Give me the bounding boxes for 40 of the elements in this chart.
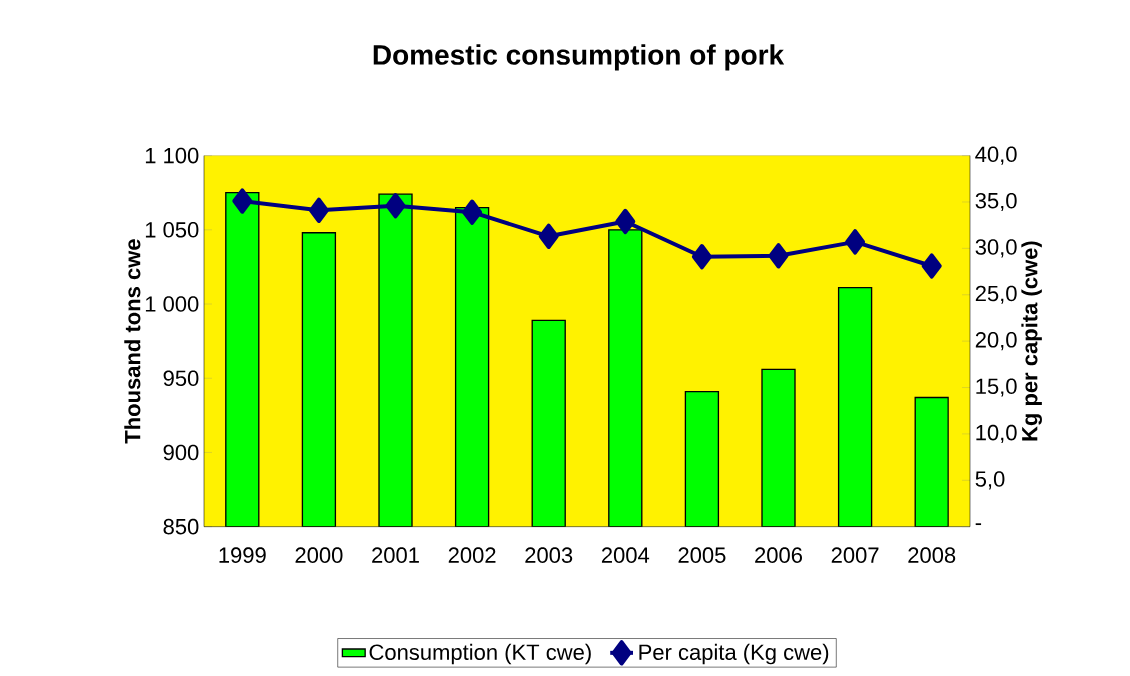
point (308, 197, 329, 224)
point (385, 193, 406, 219)
y-tick-label: 900 (163, 444, 199, 461)
point (845, 229, 866, 255)
point (232, 188, 253, 214)
x-tick-label: 2000 (295, 547, 343, 563)
x-tick-label: 2001 (372, 547, 419, 563)
y2-axis-title: Kg per capita (cwe) (1021, 241, 1042, 441)
x-tick-label: 2006 (755, 547, 802, 563)
legend-label: Per capita (Kg cwe) (639, 643, 829, 665)
y-axis-title: Thousand tons cwe (124, 239, 141, 444)
x-tick-label: 2008 (908, 547, 956, 563)
y2-tick-label: - (975, 523, 982, 526)
x-tick-label: 1999 (219, 547, 266, 563)
x-tick-label: 2007 (831, 547, 879, 563)
chart-title: Domestic consumption of pork (373, 44, 785, 71)
y-tick-label: 1 050 (145, 222, 199, 238)
x-tick-label: 2003 (525, 547, 573, 563)
y2-tick-label: 10,0 (976, 424, 1017, 443)
point (538, 223, 559, 249)
x-tick-label: 2004 (601, 547, 650, 563)
y2-tick-label: 25,0 (975, 285, 1017, 304)
legend-label: Consumption (KT cwe) (369, 643, 591, 665)
point (691, 244, 712, 270)
y2-tick-label: 35,0 (975, 192, 1017, 212)
point (462, 199, 483, 225)
y2-tick-label: 20,0 (975, 332, 1017, 351)
point (768, 243, 789, 269)
y2-tick-label: 40,0 (975, 146, 1017, 165)
y-tick-label: 850 (163, 518, 199, 535)
y2-tick-label: 30,0 (975, 239, 1017, 258)
x-tick-label: 2005 (678, 547, 726, 563)
y2-tick-label: 15,0 (976, 378, 1017, 397)
y-tick-label: 1 000 (145, 296, 199, 312)
point (921, 253, 942, 279)
y2-tick-label: 5,0 (975, 471, 1005, 490)
x-tick-label: 2002 (448, 547, 496, 563)
y-tick-label: 950 (163, 370, 199, 387)
point (615, 208, 636, 235)
y-tick-label: 1 100 (145, 147, 199, 164)
